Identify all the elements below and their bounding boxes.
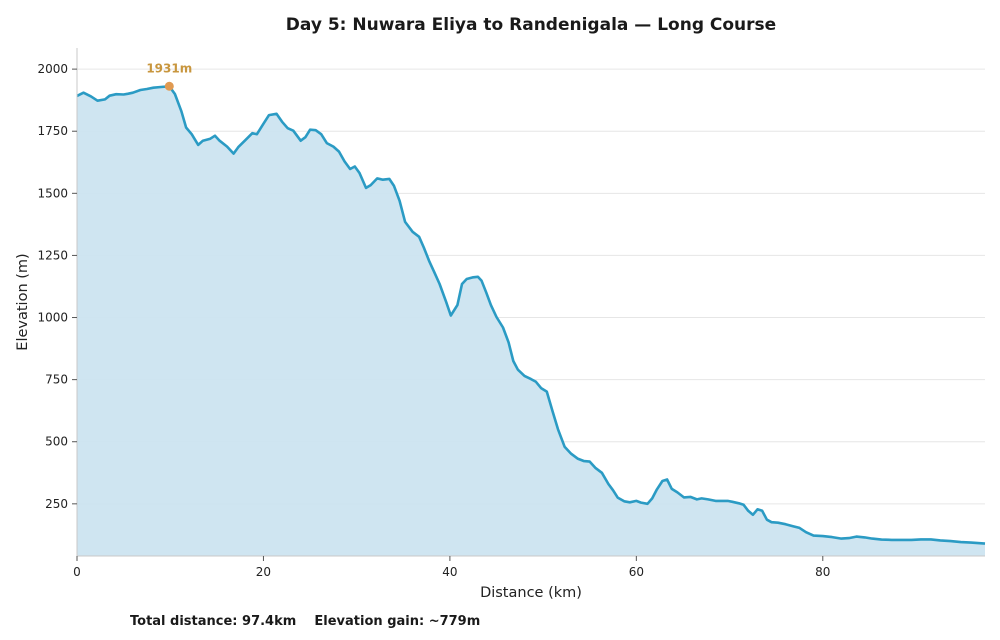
x-tick-label: 20 [256,565,271,579]
elevation-gain: Elevation gain: ~779m [314,614,481,629]
route-summary: Total distance: 97.4km Elevation gain: ~… [130,614,480,629]
y-tick-label: 1000 [37,311,68,325]
y-tick-label: 1750 [37,124,68,138]
y-tick-label: 1500 [37,186,68,200]
y-tick-label: 2000 [37,62,68,76]
axes [76,48,985,557]
y-tick-label: 1250 [37,248,68,262]
x-axis-label: Distance (km) [480,585,582,601]
peak-marker [164,81,174,91]
y-axis-label: Elevation (m) [15,253,31,350]
y-axis-ticks: 250 500 750 1000 1250 1500 1750 2000 [37,62,77,511]
y-tick-label: 750 [45,373,68,387]
y-tick-label: 500 [45,435,68,449]
elevation-line [76,85,986,545]
chart-title: Day 5: Nuwara Eliya to Randenigala — Lon… [286,15,776,35]
x-tick-label: 0 [73,565,81,579]
x-axis-ticks: 0 20 40 60 80 [73,556,830,579]
peak-label: 1931m [146,61,192,75]
y-tick-label: 250 [45,497,68,511]
total-distance: Total distance: 97.4km [130,614,297,629]
x-tick-label: 60 [629,565,644,579]
x-tick-label: 40 [442,565,457,579]
elevation-area [77,86,985,557]
x-tick-label: 80 [815,565,830,579]
